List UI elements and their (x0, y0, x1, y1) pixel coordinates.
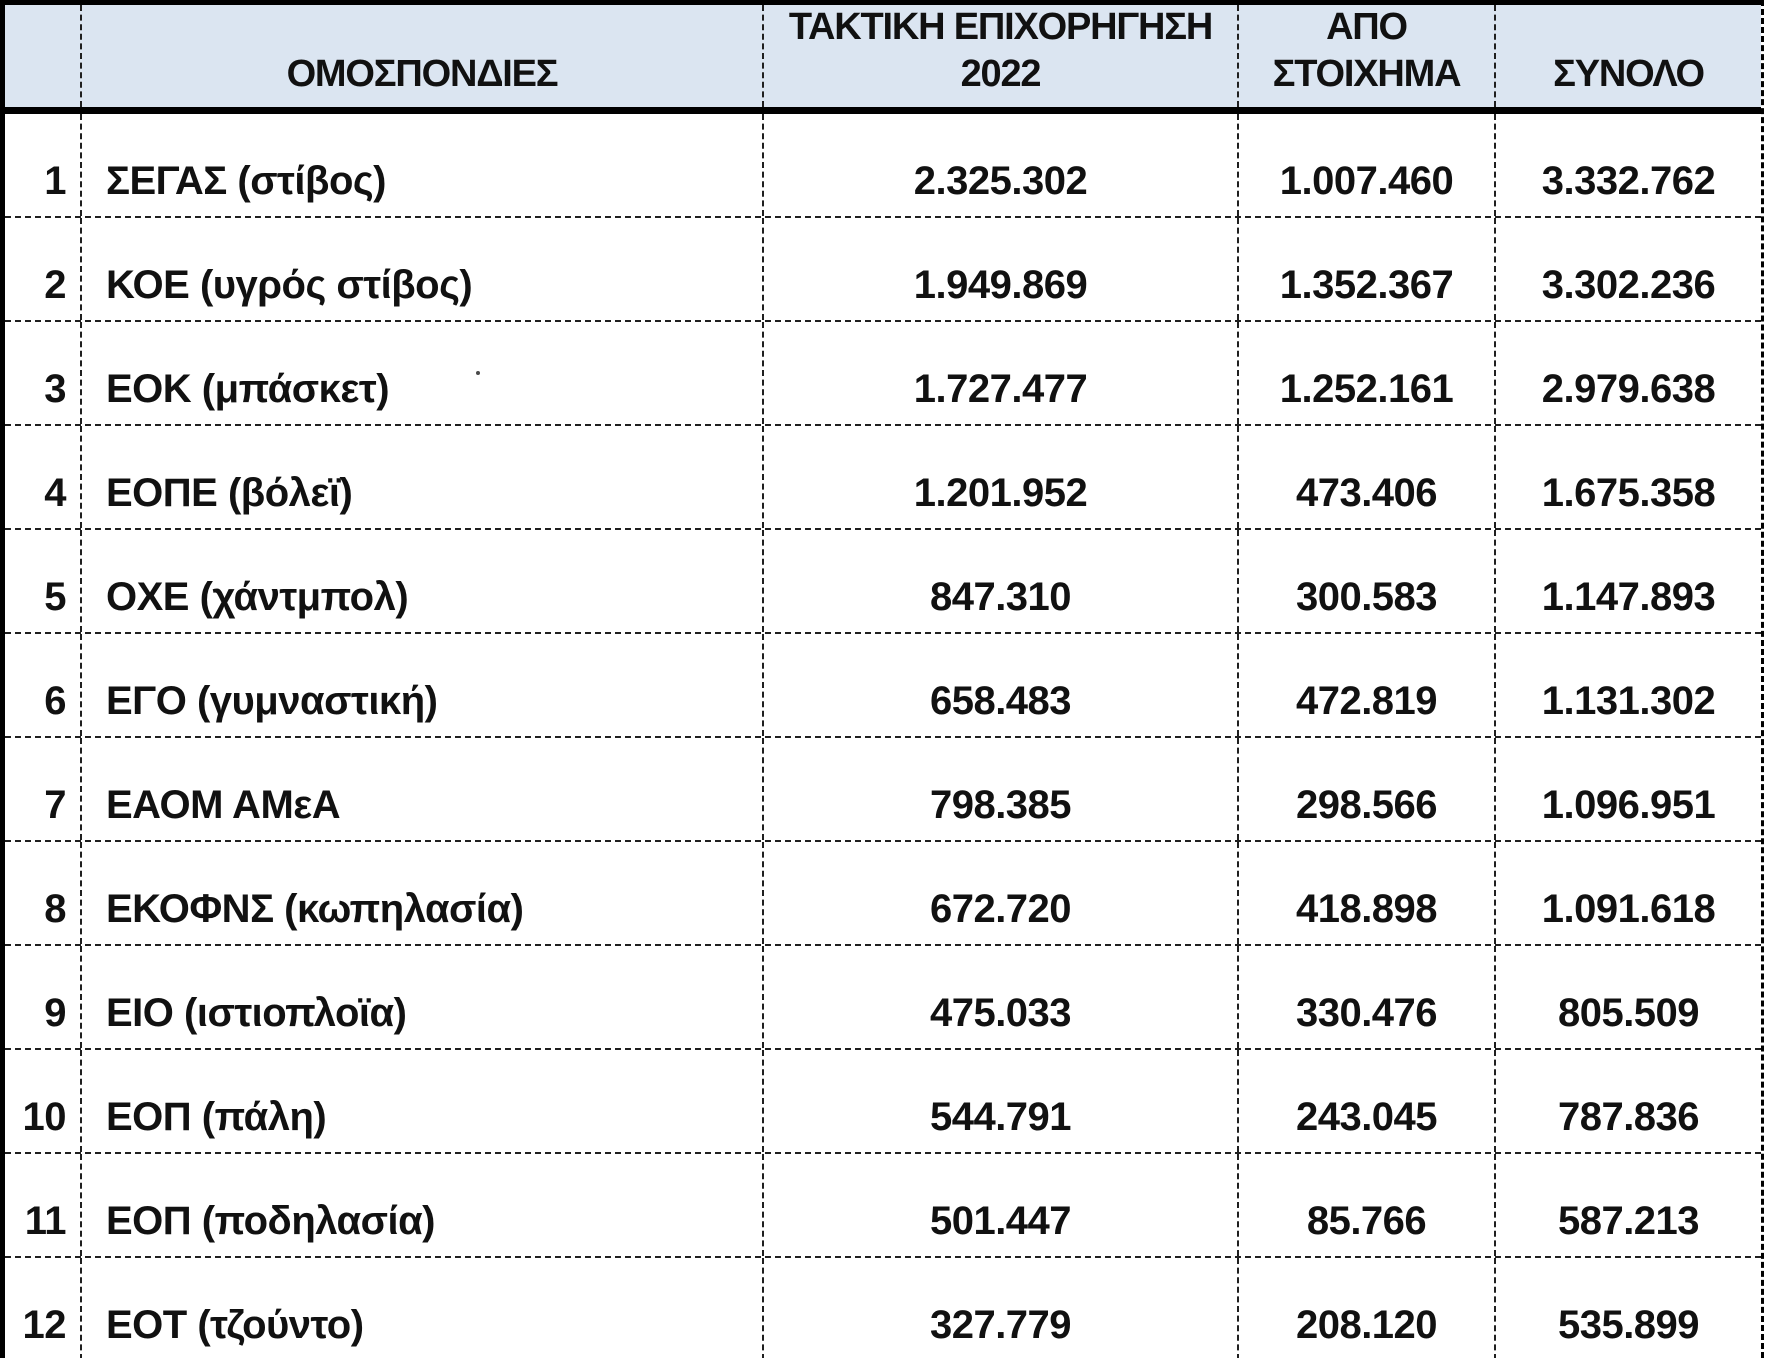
row-index-cell: 7 (44, 783, 66, 827)
regular-grant-cell: 847.310 (762, 530, 1237, 632)
table-row: 6 ΕΓΟ (γυμναστική) 658.483 472.819 1.131… (5, 634, 1761, 738)
table-body: 1 ΣΕΓΑΣ (στίβος) 2.325.302 1.007.460 3.3… (5, 114, 1761, 1358)
table-row: 11 ΕΟΠ (ποδηλασία) 501.447 85.766 587.21… (5, 1154, 1761, 1258)
row-index-cell: 10 (22, 1095, 67, 1139)
total-cell: 1.091.618 (1494, 842, 1761, 944)
row-index-cell: 4 (44, 471, 66, 515)
total-cell: 2.979.638 (1494, 322, 1761, 424)
table-row: 2 ΚΟΕ (υγρός στίβος) 1.949.869 1.352.367… (5, 218, 1761, 322)
table-row: 5 ΟΧΕ (χάντμπολ) 847.310 300.583 1.147.8… (5, 530, 1761, 634)
row-index-cell: 12 (22, 1303, 67, 1347)
federation-name-cell: ΟΧΕ (χάντμπολ) (80, 530, 762, 632)
federation-name-cell: ΕΙΟ (ιστιοπλοϊα) (80, 946, 762, 1048)
regular-grant-cell: 544.791 (762, 1050, 1237, 1152)
header-cell-regular-grant: ΤΑΚΤΙΚΗ ΕΠΙΧΟΡΗΓΗΣΗ 2022 (762, 5, 1237, 107)
table-row: 7 ΕΑΟΜ ΑΜεΑ 798.385 298.566 1.096.951 (5, 738, 1761, 842)
federation-name-cell: ΕΟΠΕ (βόλεϊ) (80, 426, 762, 528)
total-cell: 787.836 (1494, 1050, 1761, 1152)
header-cell-index (5, 5, 80, 107)
federation-name-cell: ΕΑΟΜ ΑΜεΑ (80, 738, 762, 840)
regular-grant-cell: 658.483 (762, 634, 1237, 736)
table-row: 9 ΕΙΟ (ιστιοπλοϊα) 475.033 330.476 805.5… (5, 946, 1761, 1050)
betting-amount-cell: 418.898 (1237, 842, 1494, 944)
regular-grant-cell: 501.447 (762, 1154, 1237, 1256)
total-cell: 1.675.358 (1494, 426, 1761, 528)
header-cell-federation: ΟΜΟΣΠΟΝΔΙΕΣ (80, 5, 762, 107)
header-cell-betting: ΑΠΟ ΣΤΟΙΧΗΜΑ (1237, 5, 1494, 107)
regular-grant-cell: 2.325.302 (762, 114, 1237, 216)
betting-amount-cell: 298.566 (1237, 738, 1494, 840)
betting-amount-cell: 1.252.161 (1237, 322, 1494, 424)
row-index-cell: 8 (44, 887, 66, 931)
federation-name-cell: ΕΓΟ (γυμναστική) (80, 634, 762, 736)
table-row: 12 ΕΟΤ (τζούντο) 327.779 208.120 535.899 (5, 1258, 1761, 1358)
row-index-cell: 11 (24, 1199, 67, 1243)
table-row: 8 ΕΚΟΦΝΣ (κωπηλασία) 672.720 418.898 1.0… (5, 842, 1761, 946)
betting-amount-cell: 330.476 (1237, 946, 1494, 1048)
table-row: 3 ΕΟΚ (μπάσκετ) 1.727.477 1.252.161 2.97… (5, 322, 1761, 426)
header-cell-total: ΣΥΝΟΛΟ (1494, 5, 1761, 107)
federation-name-cell: ΣΕΓΑΣ (στίβος) (80, 114, 762, 216)
regular-grant-cell: 672.720 (762, 842, 1237, 944)
federation-name-cell: ΕΟΠ (ποδηλασία) (80, 1154, 762, 1256)
betting-amount-cell: 1.352.367 (1237, 218, 1494, 320)
row-index-cell: 6 (44, 679, 66, 723)
betting-amount-cell: 473.406 (1237, 426, 1494, 528)
regular-grant-cell: 798.385 (762, 738, 1237, 840)
federation-name-cell: ΕΟΚ (μπάσκετ) (80, 322, 762, 424)
regular-grant-cell: 1.727.477 (762, 322, 1237, 424)
federation-name-cell: ΕΟΠ (πάλη) (80, 1050, 762, 1152)
row-index-cell: 9 (44, 991, 66, 1035)
table-row: 4 ΕΟΠΕ (βόλεϊ) 1.201.952 473.406 1.675.3… (5, 426, 1761, 530)
regular-grant-cell: 1.201.952 (762, 426, 1237, 528)
total-cell: 805.509 (1494, 946, 1761, 1048)
table-header-row: ΟΜΟΣΠΟΝΔΙΕΣ ΤΑΚΤΙΚΗ ΕΠΙΧΟΡΗΓΗΣΗ 2022 ΑΠΟ… (5, 5, 1761, 114)
regular-grant-cell: 1.949.869 (762, 218, 1237, 320)
total-cell: 1.147.893 (1494, 530, 1761, 632)
total-cell: 587.213 (1494, 1154, 1761, 1256)
table-row: 10 ΕΟΠ (πάλη) 544.791 243.045 787.836 (5, 1050, 1761, 1154)
betting-amount-cell: 472.819 (1237, 634, 1494, 736)
regular-grant-cell: 475.033 (762, 946, 1237, 1048)
row-index-cell: 5 (44, 575, 66, 619)
total-cell: 1.096.951 (1494, 738, 1761, 840)
total-cell: 3.302.236 (1494, 218, 1761, 320)
federation-name-cell: ΕΚΟΦΝΣ (κωπηλασία) (80, 842, 762, 944)
federation-name-cell: ΕΟΤ (τζούντο) (80, 1258, 762, 1358)
total-cell: 535.899 (1494, 1258, 1761, 1358)
row-index-cell: 3 (44, 367, 66, 411)
betting-amount-cell: 243.045 (1237, 1050, 1494, 1152)
stray-dot-artifact (476, 371, 480, 375)
total-cell: 3.332.762 (1494, 114, 1761, 216)
row-index-cell: 1 (44, 159, 66, 203)
betting-amount-cell: 1.007.460 (1237, 114, 1494, 216)
regular-grant-cell: 327.779 (762, 1258, 1237, 1358)
betting-amount-cell: 85.766 (1237, 1154, 1494, 1256)
federation-name-cell: ΚΟΕ (υγρός στίβος) (80, 218, 762, 320)
row-index-cell: 2 (44, 263, 66, 307)
table-row: 1 ΣΕΓΑΣ (στίβος) 2.325.302 1.007.460 3.3… (5, 114, 1761, 218)
betting-amount-cell: 300.583 (1237, 530, 1494, 632)
total-cell: 1.131.302 (1494, 634, 1761, 736)
betting-amount-cell: 208.120 (1237, 1258, 1494, 1358)
